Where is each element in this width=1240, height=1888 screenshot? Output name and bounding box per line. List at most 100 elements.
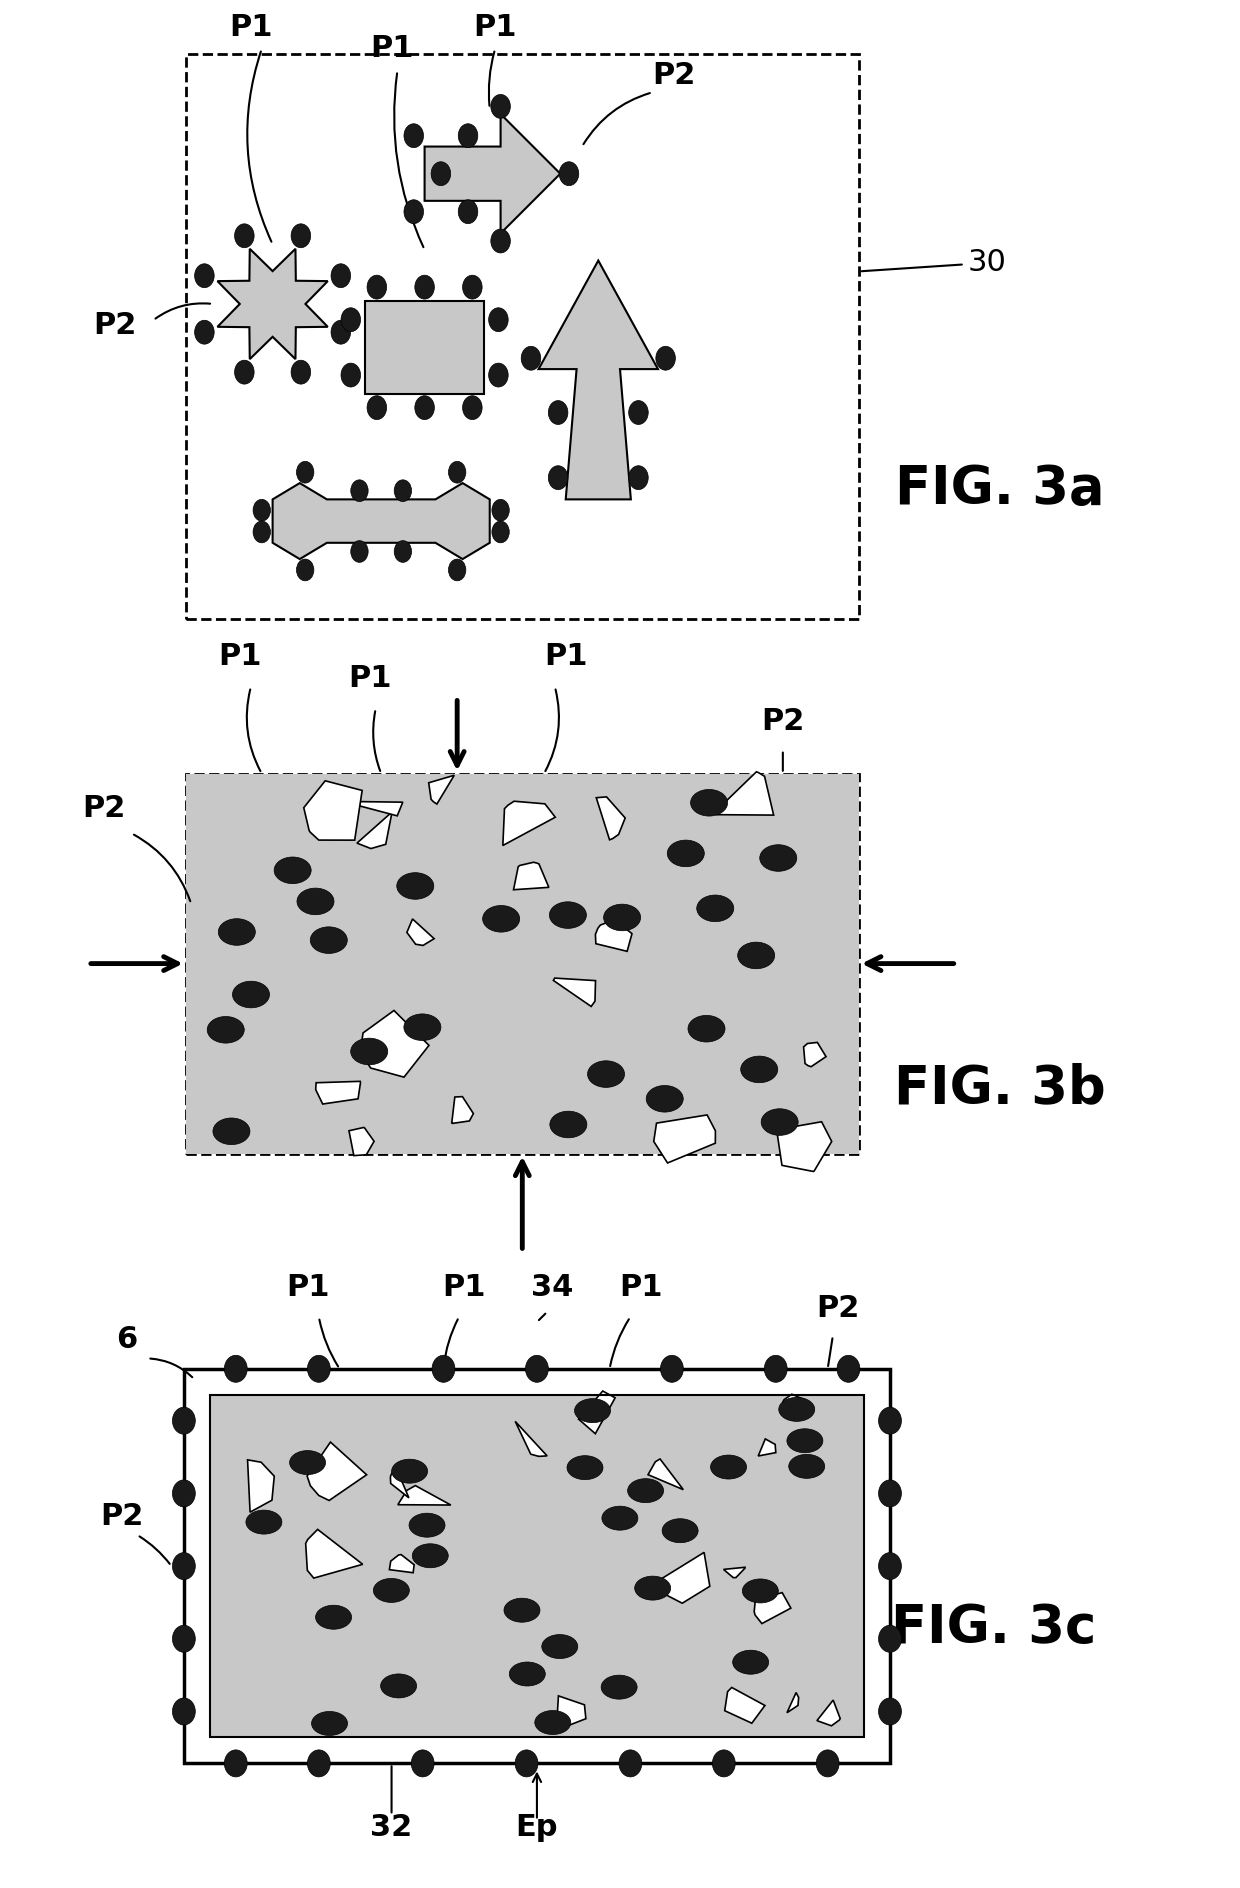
Polygon shape <box>389 1554 414 1573</box>
Ellipse shape <box>381 1675 417 1697</box>
Polygon shape <box>776 1121 832 1171</box>
Ellipse shape <box>394 540 412 563</box>
Ellipse shape <box>172 1407 195 1435</box>
Ellipse shape <box>549 902 587 929</box>
Ellipse shape <box>218 919 255 946</box>
Ellipse shape <box>482 906 520 933</box>
Ellipse shape <box>404 200 424 223</box>
Text: 34: 34 <box>531 1273 574 1303</box>
Ellipse shape <box>601 1507 637 1529</box>
Bar <box>210 1395 864 1737</box>
Bar <box>210 1395 864 1737</box>
Ellipse shape <box>412 1750 434 1777</box>
Text: 6: 6 <box>117 1325 138 1354</box>
Text: P2: P2 <box>93 312 136 340</box>
Text: P1: P1 <box>443 1273 486 1303</box>
Ellipse shape <box>635 1576 671 1601</box>
Ellipse shape <box>588 1061 625 1087</box>
Polygon shape <box>407 919 434 946</box>
Ellipse shape <box>549 1112 587 1138</box>
Ellipse shape <box>195 321 215 344</box>
Text: P2: P2 <box>816 1293 859 1323</box>
Ellipse shape <box>291 361 311 383</box>
Polygon shape <box>655 1552 709 1603</box>
Ellipse shape <box>415 276 434 298</box>
Ellipse shape <box>492 498 510 521</box>
Ellipse shape <box>510 1661 546 1686</box>
Polygon shape <box>316 1082 361 1104</box>
Ellipse shape <box>548 466 568 489</box>
Polygon shape <box>817 1699 841 1726</box>
Ellipse shape <box>172 1697 195 1726</box>
Ellipse shape <box>697 895 734 921</box>
Polygon shape <box>217 249 327 359</box>
Ellipse shape <box>760 844 797 870</box>
Ellipse shape <box>879 1407 901 1435</box>
Ellipse shape <box>207 1016 244 1042</box>
Text: FIG. 3a: FIG. 3a <box>895 463 1105 515</box>
Text: 30: 30 <box>862 249 1007 278</box>
Ellipse shape <box>646 1086 683 1112</box>
Ellipse shape <box>619 1750 642 1777</box>
Ellipse shape <box>459 125 477 147</box>
Ellipse shape <box>661 1356 683 1382</box>
Polygon shape <box>273 483 490 559</box>
Ellipse shape <box>667 840 704 867</box>
Bar <box>186 774 859 1154</box>
Text: P2: P2 <box>100 1501 144 1531</box>
Polygon shape <box>595 919 632 952</box>
Ellipse shape <box>627 1478 663 1503</box>
Ellipse shape <box>449 559 466 582</box>
Ellipse shape <box>548 400 568 425</box>
Ellipse shape <box>567 1456 603 1480</box>
Polygon shape <box>346 802 403 816</box>
Ellipse shape <box>172 1552 195 1580</box>
Ellipse shape <box>559 162 579 185</box>
Ellipse shape <box>656 346 676 370</box>
Text: 32: 32 <box>371 1812 413 1843</box>
Bar <box>186 774 859 1154</box>
Ellipse shape <box>291 225 311 247</box>
Ellipse shape <box>521 346 541 370</box>
Bar <box>186 55 859 619</box>
Ellipse shape <box>397 872 434 899</box>
Polygon shape <box>398 1486 451 1505</box>
Ellipse shape <box>662 1518 698 1542</box>
Ellipse shape <box>253 498 270 521</box>
Ellipse shape <box>331 264 351 287</box>
Ellipse shape <box>879 1626 901 1652</box>
Polygon shape <box>804 1042 826 1067</box>
Ellipse shape <box>604 904 641 931</box>
Bar <box>365 302 485 393</box>
Ellipse shape <box>764 1356 787 1382</box>
Polygon shape <box>649 1459 683 1490</box>
Ellipse shape <box>367 276 387 298</box>
Ellipse shape <box>392 1459 428 1484</box>
Polygon shape <box>361 1010 429 1078</box>
Text: P1: P1 <box>218 642 262 670</box>
Polygon shape <box>308 1442 367 1501</box>
Ellipse shape <box>688 1016 725 1042</box>
Polygon shape <box>538 261 658 498</box>
Ellipse shape <box>743 1578 779 1603</box>
Polygon shape <box>787 1692 799 1712</box>
Polygon shape <box>348 1127 374 1155</box>
Polygon shape <box>304 782 362 840</box>
Polygon shape <box>306 1529 362 1578</box>
Ellipse shape <box>412 1544 448 1567</box>
Ellipse shape <box>779 1397 815 1422</box>
Polygon shape <box>715 772 774 816</box>
Ellipse shape <box>195 264 215 287</box>
Ellipse shape <box>308 1356 330 1382</box>
Ellipse shape <box>351 1038 388 1065</box>
Ellipse shape <box>432 1356 455 1382</box>
Ellipse shape <box>691 789 728 816</box>
Text: P1: P1 <box>348 665 392 693</box>
Ellipse shape <box>246 1510 281 1535</box>
Ellipse shape <box>503 1599 539 1622</box>
Ellipse shape <box>367 396 387 419</box>
Ellipse shape <box>733 1650 769 1675</box>
Polygon shape <box>557 1695 585 1729</box>
Ellipse shape <box>331 321 351 344</box>
Text: Ep: Ep <box>516 1812 558 1843</box>
